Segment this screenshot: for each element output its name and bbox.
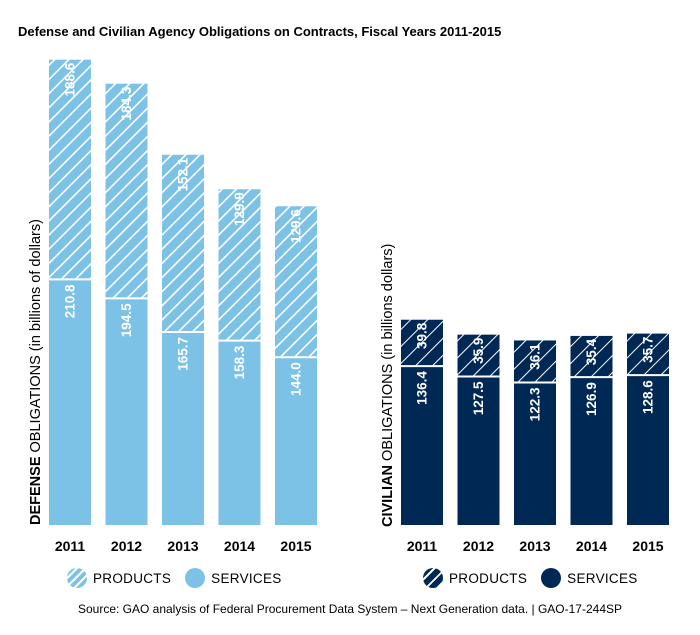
- civilian-services-bar-2015: [627, 375, 669, 525]
- civilian-products-bar-2015: [627, 333, 669, 376]
- defense-chart: 210.8 188.6 2011 194.5 184.3 2012 165.7 152.1 20…: [28, 59, 317, 554]
- civilian-services-swatch: [541, 568, 562, 588]
- civilian-year-label-2013: 2013: [519, 538, 550, 554]
- defense-products-bar-2014: [218, 189, 261, 341]
- civilian-year-label-2011: 2011: [407, 538, 438, 554]
- civilian-products-bar-2011: [401, 319, 443, 367]
- defense-products-value-2012: 184.3: [119, 86, 134, 120]
- civilian-products-value-2011: 39.8: [415, 322, 430, 349]
- defense-services-value-2011: 210.8: [63, 284, 78, 318]
- chart-title: Defense and Civilian Agency Obligations …: [18, 24, 502, 39]
- civilian-services-bar-2014: [570, 377, 613, 525]
- civilian-services-value-2012: 127.5: [471, 381, 486, 415]
- civilian-y-axis-label: CIVILIAN OBLIGATIONS (in billions dollar…: [380, 244, 396, 527]
- defense-products-value-2014: 129.9: [232, 192, 247, 226]
- civilian-services-value-2011: 136.4: [415, 371, 430, 405]
- defense-legend: PRODUCTS SERVICES: [67, 568, 296, 588]
- defense-services-bar-2011: [49, 279, 91, 525]
- civilian-services-bar-2011: [401, 366, 443, 525]
- stacked-bar-charts: 210.8 188.6 2011 194.5 184.3 2012 165.7 152.1 20…: [28, 59, 669, 554]
- defense-services-value-2014: 158.3: [232, 345, 247, 379]
- civilian-year-label-2014: 2014: [576, 538, 607, 554]
- civilian-products-bar-2012: [457, 334, 500, 377]
- defense-services-bar-2012: [105, 298, 148, 525]
- defense-y-axis-label: DEFENSE OBLIGATIONS (in billions of doll…: [28, 219, 44, 525]
- defense-products-value-2011: 188.6: [63, 62, 78, 96]
- civilian-products-label: PRODUCTS: [449, 570, 528, 586]
- defense-services-value-2012: 194.5: [119, 303, 134, 337]
- civilian-products-value-2012: 35.9: [471, 338, 486, 364]
- civilian-year-label-2015: 2015: [632, 538, 663, 554]
- defense-products-label: PRODUCTS: [93, 570, 172, 586]
- civilian-services-value-2013: 122.3: [528, 387, 543, 421]
- defense-year-label-2015: 2015: [280, 538, 311, 554]
- defense-products-bar-2013: [162, 154, 204, 332]
- defense-products-swatch: [67, 568, 87, 588]
- defense-year-label-2014: 2014: [224, 538, 255, 554]
- defense-year-label-2012: 2012: [111, 538, 142, 554]
- civilian-products-value-2013: 36.1: [528, 343, 543, 370]
- civilian-products-swatch: [423, 568, 443, 588]
- defense-services-bar-2013: [162, 331, 204, 525]
- defense-services-bar-2015: [275, 357, 317, 525]
- defense-services-label: SERVICES: [211, 570, 282, 586]
- defense-services-bar-2014: [218, 340, 261, 525]
- civilian-products-bar-2014: [570, 335, 613, 378]
- civilian-legend: PRODUCTS SERVICES: [423, 568, 652, 588]
- defense-products-bar-2011: [49, 59, 91, 280]
- civilian-y-axis-label-rest: OBLIGATIONS (in billions dollars): [380, 244, 396, 465]
- defense-y-axis-label-rest: OBLIGATIONS (in billions of dollars): [28, 219, 44, 456]
- defense-products-value-2015: 129.6: [289, 209, 304, 243]
- defense-services-value-2013: 165.7: [176, 337, 191, 371]
- civilian-services-value-2015: 128.6: [641, 380, 656, 414]
- defense-services-value-2015: 144.0: [289, 362, 304, 396]
- defense-services-swatch: [185, 568, 206, 588]
- civilian-year-label-2012: 2012: [463, 538, 494, 554]
- source-note: Source: GAO analysis of Federal Procurem…: [77, 602, 623, 616]
- civilian-services-bar-2013: [514, 382, 556, 525]
- defense-year-label-2013: 2013: [167, 538, 198, 554]
- civilian-services-label: SERVICES: [567, 570, 638, 586]
- civilian-products-value-2015: 35.7: [641, 337, 656, 363]
- civilian-chart: 136.4 39.8 2011 127.5 35.9 2012 122.3 36.1 2013 1…: [380, 244, 669, 554]
- defense-products-value-2013: 152.1: [176, 157, 191, 191]
- defense-products-bar-2015: [275, 206, 317, 358]
- civilian-services-bar-2012: [457, 376, 500, 525]
- defense-year-label-2011: 2011: [55, 538, 86, 554]
- civilian-y-axis-label-bold: CIVILIAN: [380, 465, 396, 527]
- defense-products-bar-2012: [105, 83, 148, 299]
- civilian-products-value-2014: 35.4: [584, 338, 599, 365]
- defense-y-axis-label-bold: DEFENSE: [28, 456, 44, 525]
- civilian-services-value-2014: 126.9: [584, 382, 599, 416]
- civilian-products-bar-2013: [514, 340, 556, 383]
